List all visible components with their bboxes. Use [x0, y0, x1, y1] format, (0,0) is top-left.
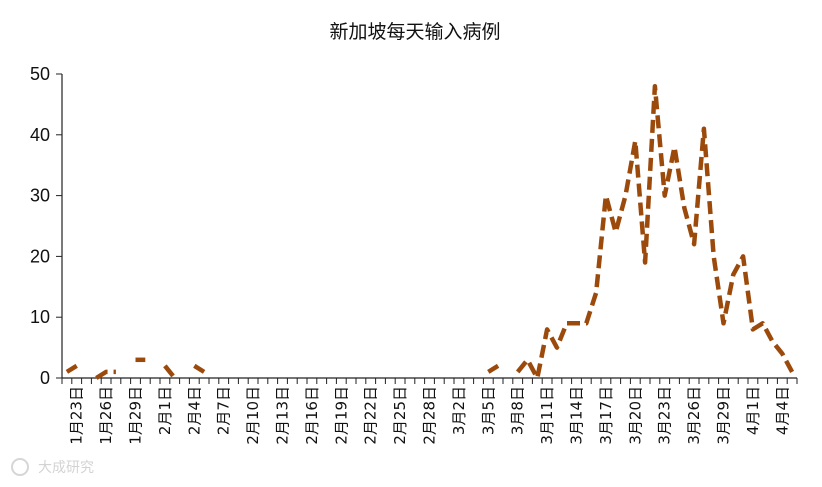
- x-tick-label: 2月25日: [391, 386, 409, 445]
- x-axis: 1月23日 1月26日 1月29日 2月1日 2月4日 2月7日 2月10日 2月13日 2月1…: [61, 377, 798, 445]
- x-tick-label: 3月14日: [568, 386, 586, 445]
- series-line: [515, 83, 795, 381]
- x-tick-label: 2月22日: [362, 386, 380, 445]
- x-tick-label: 2月13日: [274, 386, 292, 445]
- y-tick-label: 0: [40, 368, 50, 388]
- x-tick-label: 3月2日: [450, 386, 468, 435]
- x-tick-label: 3月20日: [626, 386, 644, 445]
- y-tick-label: 50: [30, 64, 50, 84]
- x-tick-label: 1月29日: [127, 386, 145, 445]
- y-tick-label: 10: [30, 307, 50, 327]
- x-tick-label: 3月8日: [509, 386, 527, 435]
- chart-title: 新加坡每天输入病例: [329, 21, 500, 43]
- x-tick-label: 2月1日: [156, 386, 174, 435]
- plot-area: [65, 83, 795, 381]
- x-tick-label: 1月26日: [97, 386, 115, 445]
- x-tick-label: 2月16日: [303, 386, 321, 445]
- y-tick-label: 30: [30, 186, 50, 206]
- x-tick-label: 2月28日: [421, 386, 439, 445]
- y-axis: 0 10 20 30 40 50: [30, 64, 63, 388]
- x-tick-label: 2月19日: [332, 386, 350, 445]
- series-line: [65, 363, 78, 374]
- x-tick-label: 4月4日: [773, 386, 791, 435]
- watermark: 大成研究: [11, 458, 94, 476]
- x-tick-label: 3月11日: [538, 386, 556, 445]
- x-tick-label: 3月5日: [479, 386, 497, 435]
- x-tick-label: 2月4日: [185, 386, 203, 435]
- x-tick-label: 3月29日: [715, 386, 733, 445]
- x-tick-label: 4月1日: [744, 386, 762, 435]
- logo-icon: [11, 458, 29, 476]
- x-tick-label: 3月23日: [656, 386, 674, 445]
- x-tick-label: 3月26日: [685, 386, 703, 445]
- x-tick-label: 3月17日: [597, 386, 615, 445]
- x-tick-label: 1月23日: [68, 386, 86, 445]
- x-tick-label: 2月10日: [244, 386, 262, 445]
- series-line: [193, 363, 206, 374]
- y-tick-label: 20: [30, 246, 50, 266]
- series-line: [163, 364, 177, 380]
- watermark-text: 大成研究: [38, 460, 94, 476]
- y-tick-label: 40: [30, 125, 50, 145]
- series-line: [487, 363, 500, 374]
- series-line: [95, 369, 116, 380]
- x-tick-label: 2月7日: [215, 386, 233, 435]
